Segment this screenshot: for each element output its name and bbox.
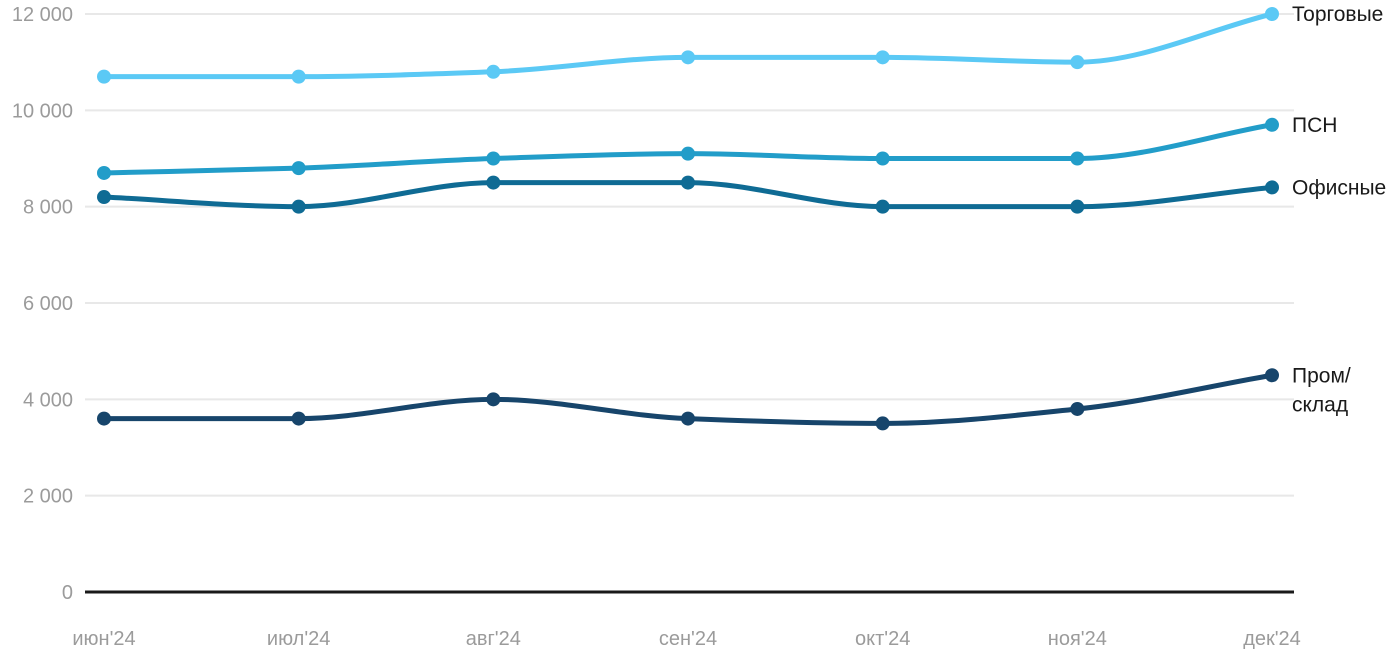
y-tick-label: 12 000 (12, 4, 73, 26)
x-tick-label: сен'24 (659, 628, 717, 650)
data-point (97, 69, 111, 84)
data-point (486, 175, 501, 190)
data-point (681, 175, 695, 190)
y-tick-label: 0 (62, 582, 73, 604)
data-point (486, 392, 501, 407)
data-point (291, 411, 306, 426)
data-point (1070, 55, 1085, 70)
data-point (875, 416, 890, 431)
data-point (97, 190, 111, 205)
y-tick-label: 2 000 (23, 486, 73, 508)
y-tick-label: 4 000 (23, 389, 73, 411)
data-point (291, 161, 306, 176)
series-line-Торговые (101, 11, 1275, 80)
y-tick-label: 6 000 (23, 293, 73, 315)
data-point (291, 69, 306, 84)
data-point (681, 146, 695, 161)
x-tick-label: ноя'24 (1048, 628, 1107, 650)
x-tick-label: июл'24 (267, 628, 330, 650)
data-point (486, 151, 501, 166)
series-label: Пром/склад (1292, 364, 1351, 416)
data-point (1265, 368, 1279, 383)
x-tick-label: июн'24 (72, 628, 135, 650)
data-point (291, 199, 306, 214)
y-tick-label: 10 000 (12, 100, 73, 122)
x-tick-label: авг'24 (466, 628, 521, 650)
data-point (1070, 151, 1085, 166)
data-point (875, 199, 890, 214)
data-point (486, 64, 501, 79)
data-point (875, 151, 890, 166)
data-point (1265, 7, 1279, 21)
data-point (97, 411, 111, 426)
data-point (1265, 180, 1279, 195)
data-point (97, 165, 111, 180)
data-point (875, 50, 890, 65)
series-label: Офисные (1292, 176, 1386, 199)
data-point (1070, 401, 1085, 416)
data-point (1265, 117, 1279, 132)
series-label: Торговые (1292, 3, 1383, 26)
x-tick-label: окт'24 (855, 628, 910, 650)
y-tick-label: 8 000 (23, 197, 73, 219)
data-point (681, 411, 695, 426)
data-point (681, 50, 695, 65)
series-label: ПСН (1292, 114, 1337, 137)
x-tick-label: дек'24 (1243, 628, 1301, 650)
data-point (1070, 199, 1085, 214)
